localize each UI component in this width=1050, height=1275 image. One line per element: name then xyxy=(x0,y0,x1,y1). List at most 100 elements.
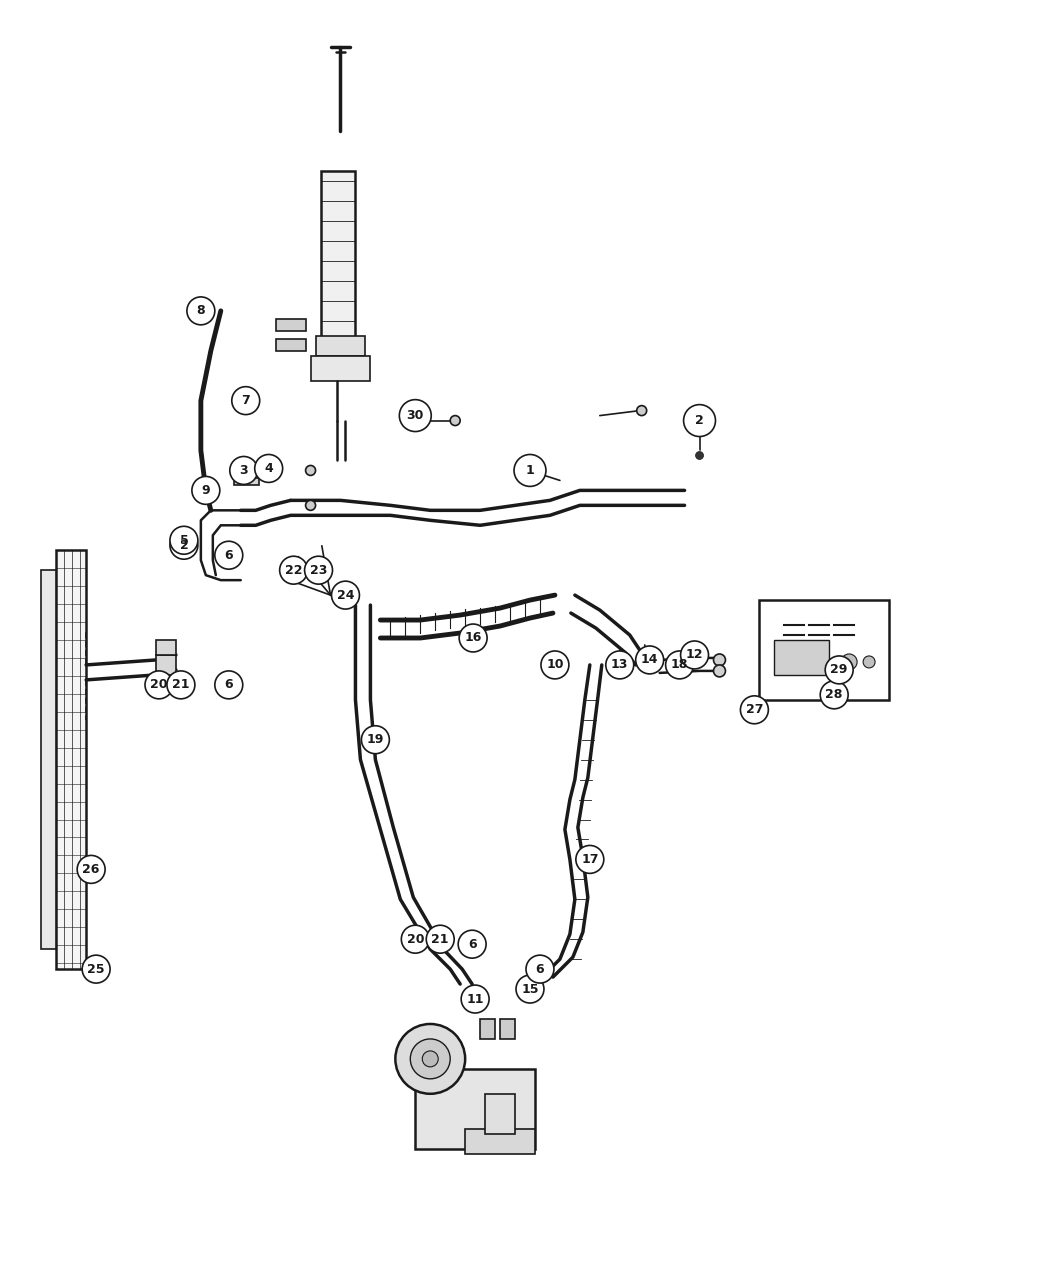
Text: 27: 27 xyxy=(746,704,763,717)
Circle shape xyxy=(396,1024,465,1094)
Circle shape xyxy=(401,926,429,954)
Circle shape xyxy=(526,955,554,983)
Text: 18: 18 xyxy=(671,658,689,672)
Bar xyxy=(465,1128,534,1154)
Text: 4: 4 xyxy=(265,462,273,476)
Circle shape xyxy=(575,845,604,873)
Text: 2: 2 xyxy=(695,414,704,427)
Circle shape xyxy=(426,926,455,954)
Circle shape xyxy=(450,416,460,426)
Circle shape xyxy=(422,1051,438,1067)
Circle shape xyxy=(714,666,726,677)
Circle shape xyxy=(680,641,709,669)
Circle shape xyxy=(635,646,664,674)
Text: 5: 5 xyxy=(180,534,188,547)
Text: 11: 11 xyxy=(466,992,484,1006)
Circle shape xyxy=(841,654,857,669)
Circle shape xyxy=(411,1039,450,1079)
Circle shape xyxy=(514,454,546,486)
Bar xyxy=(57,551,86,969)
Circle shape xyxy=(666,652,694,678)
Text: 13: 13 xyxy=(611,658,629,672)
Circle shape xyxy=(192,477,219,505)
Circle shape xyxy=(636,405,647,416)
Circle shape xyxy=(167,671,195,699)
Text: 20: 20 xyxy=(150,678,168,691)
Text: 16: 16 xyxy=(464,631,482,644)
Bar xyxy=(251,470,271,478)
Text: 2: 2 xyxy=(180,539,188,552)
Text: 15: 15 xyxy=(521,983,539,996)
Circle shape xyxy=(232,386,259,414)
Circle shape xyxy=(541,652,569,678)
Circle shape xyxy=(825,655,854,683)
Bar xyxy=(416,1068,534,1149)
Text: 8: 8 xyxy=(196,305,205,317)
Circle shape xyxy=(399,399,432,431)
Circle shape xyxy=(606,652,634,678)
Text: 3: 3 xyxy=(239,464,248,477)
Text: 9: 9 xyxy=(202,484,210,497)
Circle shape xyxy=(255,454,282,482)
Circle shape xyxy=(215,671,243,699)
Text: 17: 17 xyxy=(581,853,598,866)
Circle shape xyxy=(187,297,215,325)
Text: 21: 21 xyxy=(432,933,449,946)
Bar xyxy=(234,473,258,486)
Circle shape xyxy=(170,527,197,555)
Circle shape xyxy=(863,655,875,668)
Bar xyxy=(41,570,57,949)
Circle shape xyxy=(82,955,110,983)
Bar xyxy=(774,640,830,674)
Text: 20: 20 xyxy=(406,933,424,946)
Text: 6: 6 xyxy=(225,548,233,562)
Circle shape xyxy=(516,975,544,1003)
Text: 25: 25 xyxy=(87,963,105,975)
Circle shape xyxy=(332,581,359,609)
Text: 7: 7 xyxy=(242,394,250,407)
Text: 24: 24 xyxy=(337,589,354,602)
Text: 6: 6 xyxy=(468,937,477,951)
Text: 28: 28 xyxy=(825,688,843,701)
Circle shape xyxy=(306,500,316,510)
Bar xyxy=(320,171,356,340)
Bar xyxy=(156,655,176,674)
Circle shape xyxy=(695,451,704,459)
Circle shape xyxy=(740,696,769,724)
Circle shape xyxy=(230,456,257,484)
Circle shape xyxy=(145,671,173,699)
Circle shape xyxy=(170,532,197,560)
Circle shape xyxy=(78,856,105,884)
Circle shape xyxy=(714,654,726,666)
Bar xyxy=(276,339,306,351)
Text: 6: 6 xyxy=(225,678,233,691)
Text: 10: 10 xyxy=(546,658,564,672)
Circle shape xyxy=(306,465,316,476)
Text: 30: 30 xyxy=(406,409,424,422)
Text: 21: 21 xyxy=(172,678,190,691)
Text: 14: 14 xyxy=(640,654,658,667)
Circle shape xyxy=(361,725,390,754)
Circle shape xyxy=(820,681,848,709)
Bar xyxy=(500,1019,516,1039)
Bar xyxy=(276,319,306,330)
Bar xyxy=(156,640,176,655)
Circle shape xyxy=(459,623,487,652)
Text: 12: 12 xyxy=(686,649,704,662)
Bar xyxy=(311,356,371,381)
Circle shape xyxy=(458,931,486,958)
Text: 26: 26 xyxy=(83,863,100,876)
Text: 19: 19 xyxy=(366,733,384,746)
Text: 6: 6 xyxy=(536,963,544,975)
Circle shape xyxy=(304,556,333,584)
Bar xyxy=(480,1019,496,1039)
Text: 22: 22 xyxy=(285,564,302,576)
Circle shape xyxy=(215,542,243,569)
Text: 1: 1 xyxy=(526,464,534,477)
Bar xyxy=(485,1094,516,1133)
Text: 23: 23 xyxy=(310,564,328,576)
Circle shape xyxy=(279,556,308,584)
Bar xyxy=(316,335,365,356)
Circle shape xyxy=(684,404,715,436)
Bar xyxy=(759,601,889,700)
